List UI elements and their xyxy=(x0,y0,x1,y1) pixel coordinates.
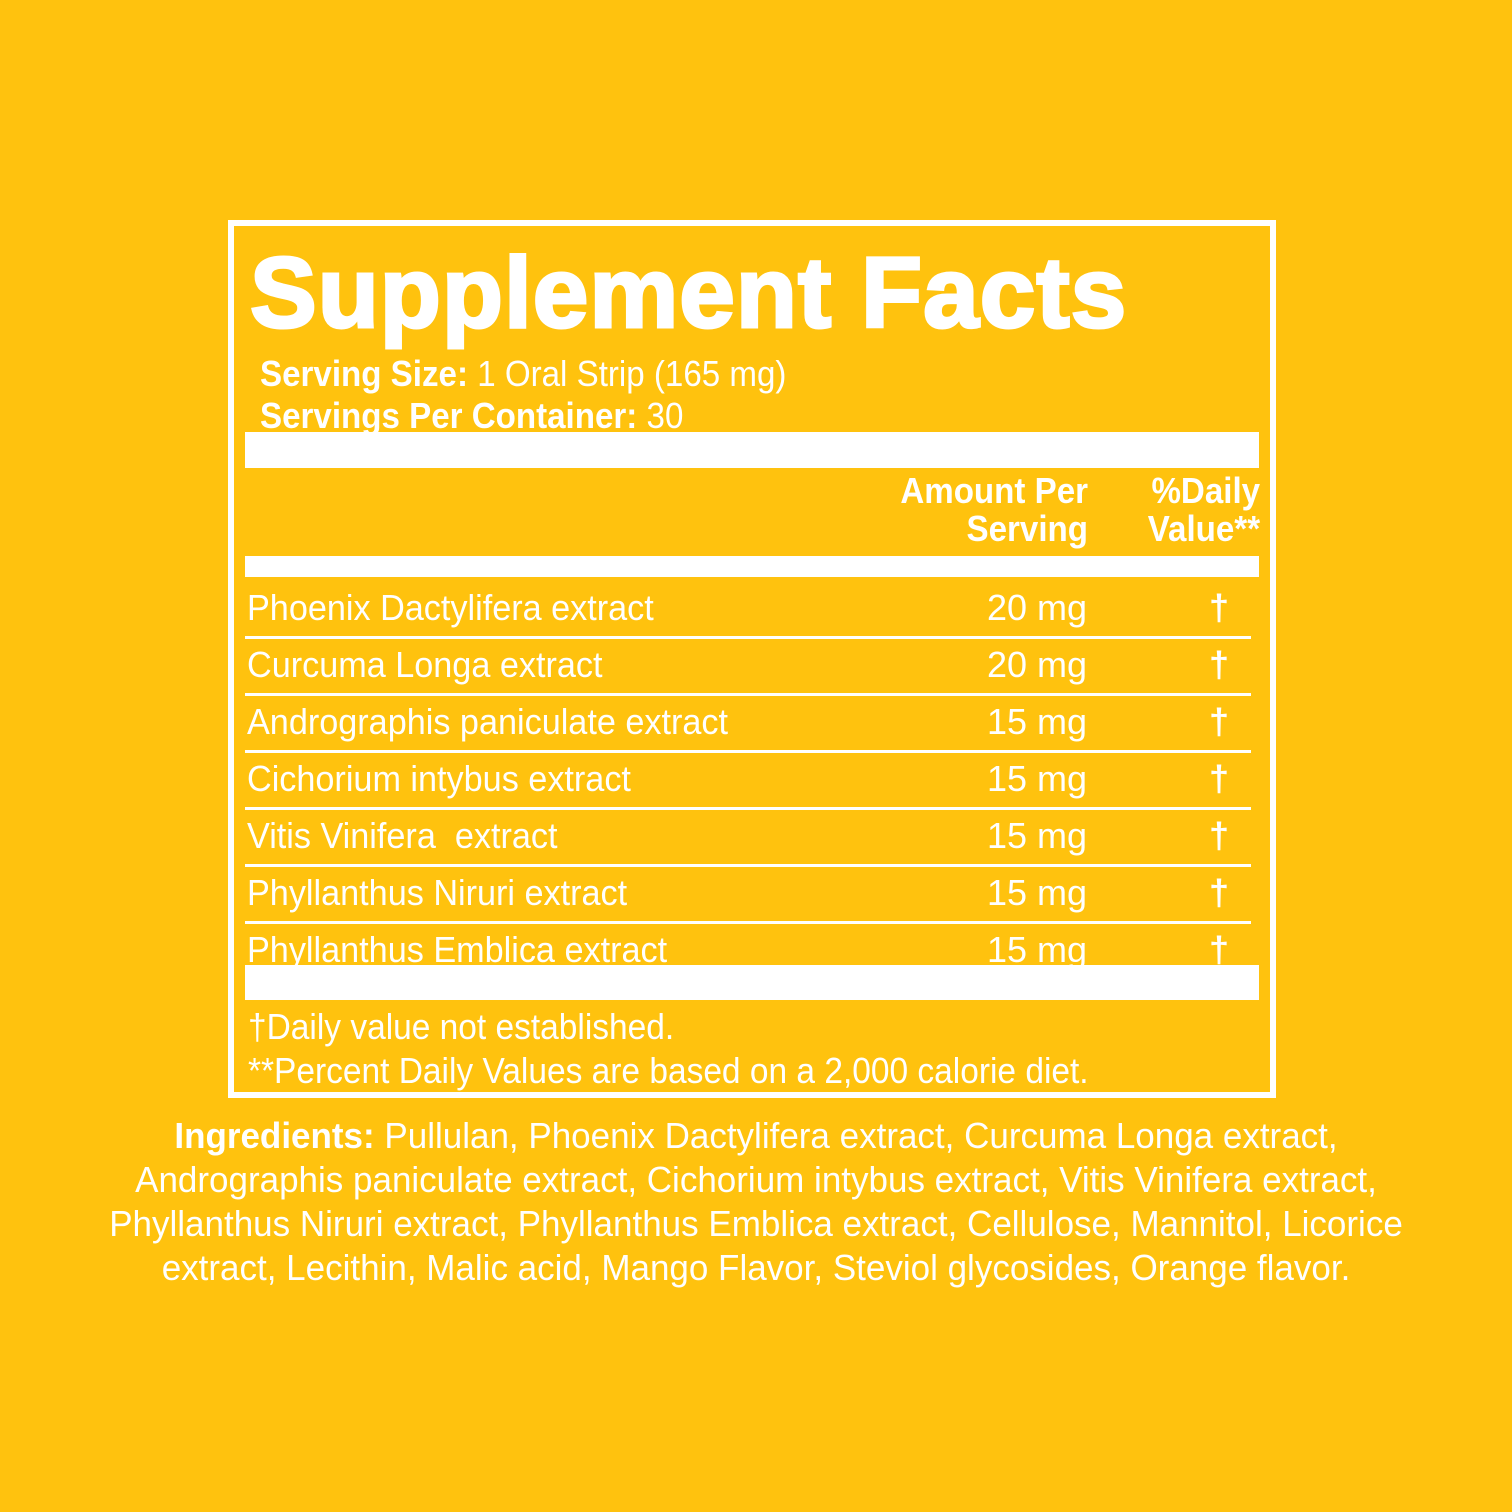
daily-value: † xyxy=(1208,815,1229,856)
footnote-daily-values: **Percent Daily Values are based on a 2,… xyxy=(248,1050,1089,1091)
ingredient-amount: 15 mg xyxy=(986,815,1087,856)
daily-value-header: %Daily Value** xyxy=(1148,472,1260,548)
supplement-facts-panel: Supplement Facts Serving Size: 1 Oral St… xyxy=(228,220,1276,1098)
amount-per-serving-header: Amount Per Serving xyxy=(900,472,1088,548)
serving-size-value: 1 Oral Strip (165 mg) xyxy=(477,353,787,394)
servings-value: 30 xyxy=(646,395,684,436)
medium-divider xyxy=(245,556,1259,577)
table-row: Phoenix Dactylifera extract 20 mg † xyxy=(245,581,1251,639)
ingredient-name: Andrographis paniculate extract xyxy=(247,701,728,742)
footnote-dagger: †Daily value not established. xyxy=(248,1006,675,1047)
ingredients-label: Ingredients: xyxy=(174,1115,375,1156)
serving-size-label: Serving Size: xyxy=(260,353,468,394)
ingredient-amount: 15 mg xyxy=(986,872,1087,913)
thick-divider xyxy=(245,965,1259,1000)
ingredient-name: Phyllanthus Niruri extract xyxy=(247,872,628,913)
ingredients-line: Phyllanthus Niruri extract, Phyllanthus … xyxy=(109,1203,1403,1244)
header-line: Serving xyxy=(966,508,1088,549)
daily-value: † xyxy=(1208,701,1229,742)
header-line: %Daily xyxy=(1151,470,1260,511)
ingredient-name: Vitis Vinifera extract xyxy=(247,815,558,856)
servings-per-container: Servings Per Container: 30 xyxy=(260,396,683,436)
ingredient-name: Curcuma Longa extract xyxy=(247,644,603,685)
ingredient-amount: 20 mg xyxy=(986,644,1087,685)
ingredient-amount: 15 mg xyxy=(986,758,1087,799)
daily-value: † xyxy=(1208,872,1229,913)
table-row: Cichorium intybus extract 15 mg † xyxy=(245,752,1251,810)
table-row: Phyllanthus Emblica extract 15 mg † xyxy=(245,923,1251,978)
ingredients-line: extract, Lecithin, Malic acid, Mango Fla… xyxy=(161,1247,1351,1288)
panel-title: Supplement Facts xyxy=(248,237,1128,350)
ingredient-name: Phoenix Dactylifera extract xyxy=(247,587,654,628)
ingredient-name: Cichorium intybus extract xyxy=(247,758,631,799)
table-row: Vitis Vinifera extract 15 mg † xyxy=(245,809,1251,867)
servings-label: Servings Per Container: xyxy=(260,395,638,436)
daily-value: † xyxy=(1208,758,1229,799)
ingredient-amount: 15 mg xyxy=(986,929,1087,970)
ingredients-list: Ingredients: Pullulan, Phoenix Dactylife… xyxy=(0,1114,1512,1290)
header-line: Value** xyxy=(1147,508,1260,549)
ingredient-amount: 15 mg xyxy=(986,701,1087,742)
daily-value: † xyxy=(1208,644,1229,685)
ingredients-line: Andrographis paniculate extract, Cichori… xyxy=(135,1159,1377,1200)
daily-value: † xyxy=(1208,587,1229,628)
table-row: Andrographis paniculate extract 15 mg † xyxy=(245,695,1251,753)
daily-value: † xyxy=(1208,929,1229,970)
ingredient-name: Phyllanthus Emblica extract xyxy=(247,929,668,970)
header-line: Amount Per xyxy=(900,470,1088,511)
thick-divider xyxy=(245,432,1259,468)
ingredients-line: Pullulan, Phoenix Dactylifera extract, C… xyxy=(374,1115,1338,1156)
table-row: Phyllanthus Niruri extract 15 mg † xyxy=(245,866,1251,924)
serving-size: Serving Size: 1 Oral Strip (165 mg) xyxy=(260,354,786,394)
table-row: Curcuma Longa extract 20 mg † xyxy=(245,638,1251,696)
ingredient-amount: 20 mg xyxy=(986,587,1087,628)
